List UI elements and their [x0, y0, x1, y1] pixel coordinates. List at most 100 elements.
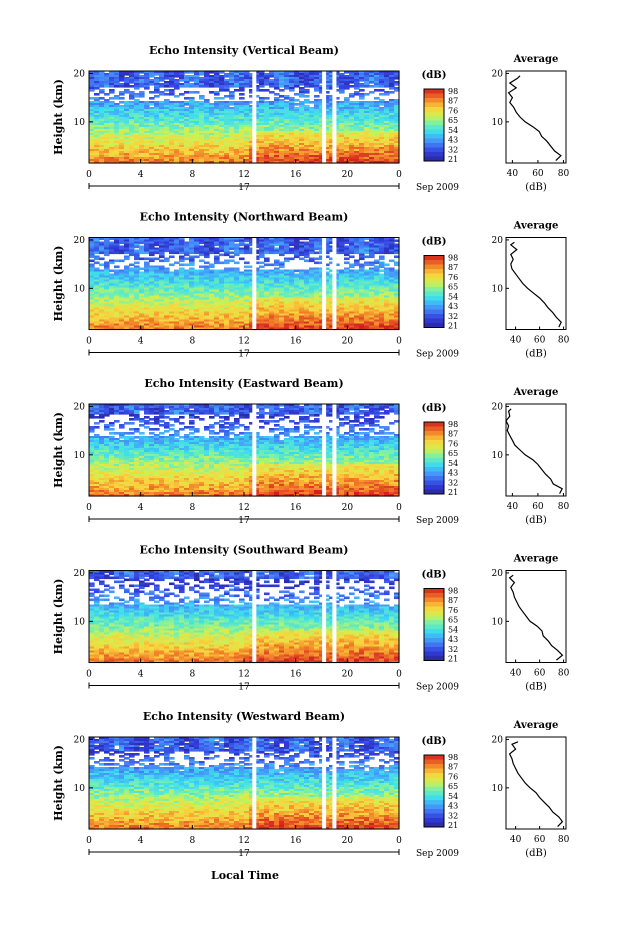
heatmap-cell [304, 131, 310, 134]
heatmap-cell [354, 101, 360, 104]
heatmap-cell [94, 299, 100, 303]
heatmap-cell [254, 277, 260, 281]
heatmap-cell [164, 147, 170, 150]
heatmap-cell [204, 73, 210, 76]
heatmap-cell [154, 157, 160, 160]
heatmap-cell [244, 155, 250, 158]
heatmap-cell [134, 149, 140, 152]
heatmap-cell [224, 151, 230, 154]
heatmap-cell [274, 237, 280, 241]
heatmap-cell [204, 249, 210, 253]
heatmap-cell [169, 159, 175, 162]
heatmap-cell [89, 155, 95, 158]
heatmap-cell [179, 241, 185, 245]
heatmap-cell [324, 327, 330, 331]
heatmap-cell [239, 107, 245, 110]
heatmap-cell [234, 245, 240, 249]
heatmap-cell [114, 305, 120, 309]
heatmap-cell [329, 237, 335, 241]
heatmap-cell [224, 325, 230, 329]
heatmap-cell [289, 119, 295, 122]
heatmap-cell [319, 301, 325, 305]
heatmap-cell [204, 109, 210, 112]
heatmap-cell [314, 299, 320, 303]
heatmap-cell [229, 321, 235, 325]
heatmap-cell [224, 119, 230, 122]
heatmap-cell [279, 241, 285, 245]
heatmap-cell [249, 105, 255, 108]
heatmap-cell [169, 75, 175, 78]
heatmap-cell [324, 255, 330, 259]
heatmap-cell [259, 277, 265, 281]
heatmap-cell [294, 107, 300, 110]
heatmap-cell [114, 325, 120, 329]
heatmap-cell [154, 239, 160, 243]
heatmap-cell [344, 101, 350, 104]
heatmap-cell [349, 287, 355, 291]
heatmap-cell [234, 317, 240, 321]
heatmap-cell [249, 307, 255, 311]
heatmap-cell [279, 273, 285, 277]
heatmap-cell [174, 125, 180, 128]
heatmap-cell [114, 279, 120, 283]
heatmap-cell [354, 245, 360, 249]
heatmap-cell [184, 147, 190, 150]
heatmap-cell [149, 319, 155, 323]
heatmap-cell [189, 277, 195, 281]
heatmap-cell [339, 73, 345, 76]
heatmap-cell [274, 261, 280, 265]
heatmap-cell [384, 145, 390, 148]
heatmap-cell [214, 243, 220, 247]
heatmap-cell [179, 121, 185, 124]
heatmap-cell [174, 107, 180, 110]
heatmap-cell [99, 323, 105, 327]
heatmap-cell [229, 161, 235, 164]
heatmap-cell [194, 305, 200, 309]
heatmap-cell [134, 301, 140, 305]
heatmap-cell [194, 77, 200, 80]
heatmap-cell [279, 327, 285, 331]
heatmap-cell [249, 117, 255, 120]
heatmap-cell [349, 161, 355, 164]
heatmap-cell [89, 297, 95, 301]
heatmap-cell [114, 131, 120, 134]
heatmap-cell [369, 249, 375, 253]
heatmap-cell [194, 81, 200, 84]
heatmap-cell [144, 251, 150, 255]
heatmap-cell [139, 151, 145, 154]
heatmap-cell [184, 101, 190, 104]
heatmap-cell [119, 117, 125, 120]
heatmap-cell [274, 75, 280, 78]
heatmap-cell [329, 107, 335, 110]
heatmap-cell [219, 305, 225, 309]
heatmap-cell [239, 125, 245, 128]
heatmap-cell [339, 91, 345, 94]
heatmap-cell [199, 81, 205, 84]
heatmap-cell [224, 327, 230, 331]
heatmap-cell [229, 93, 235, 96]
heatmap-cell [204, 99, 210, 102]
heatmap-cell [209, 297, 215, 301]
heatmap-cell [214, 117, 220, 120]
heatmap-cell [384, 131, 390, 134]
heatmap-cell [269, 305, 275, 309]
heatmap-cell [154, 297, 160, 301]
heatmap-cell [174, 123, 180, 126]
heatmap-cell [394, 151, 400, 154]
heatmap-cell [109, 73, 115, 76]
heatmap-cell [319, 303, 325, 307]
heatmap-cell [99, 281, 105, 285]
heatmap-cell [204, 141, 210, 144]
heatmap-cell [344, 71, 350, 74]
heatmap-cell [269, 273, 275, 277]
heatmap-cell [209, 321, 215, 325]
heatmap-cell [369, 121, 375, 124]
heatmap-cell [174, 303, 180, 307]
heatmap-cell [144, 279, 150, 283]
heatmap-cell [364, 107, 370, 110]
heatmap-cell [94, 85, 100, 88]
heatmap-cell [149, 275, 155, 279]
heatmap-cell [249, 115, 255, 118]
heatmap-cell [319, 261, 325, 265]
heatmap-cell [339, 137, 345, 140]
